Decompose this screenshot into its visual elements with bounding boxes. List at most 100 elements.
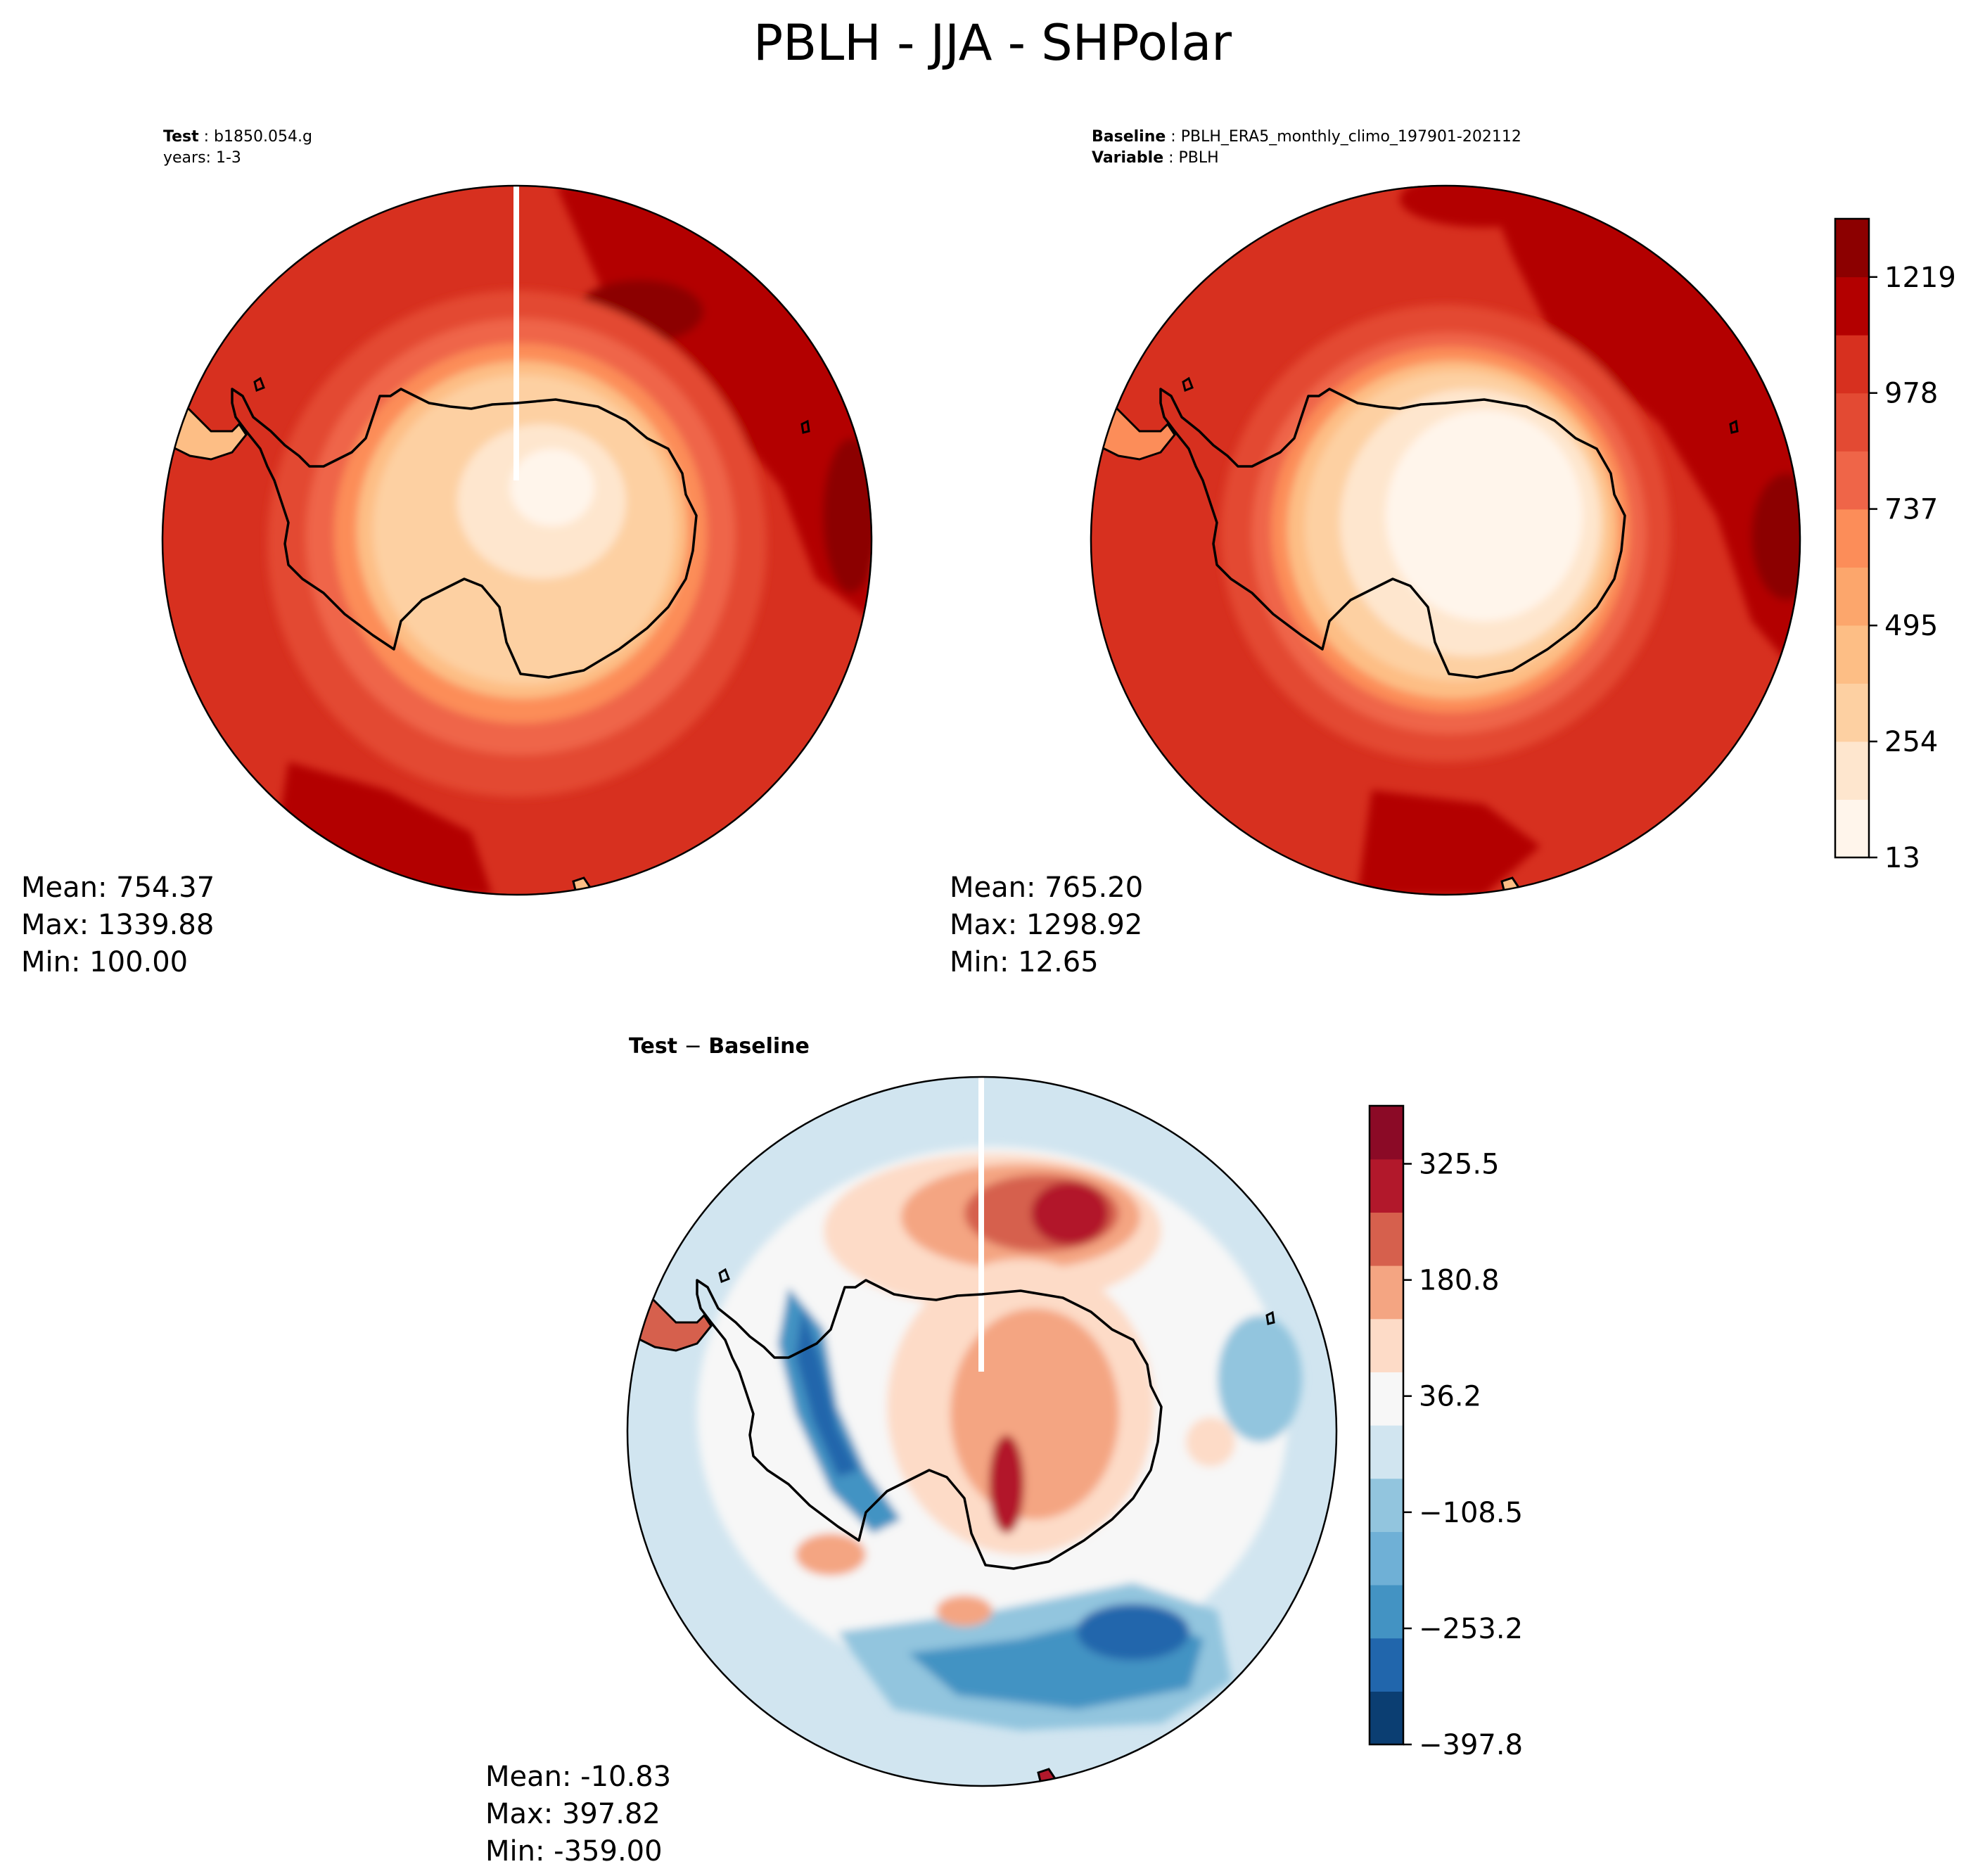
diff-warm-spot-se [1186, 1417, 1235, 1467]
test-island-2 [800, 419, 810, 434]
test-antarctica-coast [231, 388, 698, 679]
baseline-colorbar: 13 254 495 737 978 1219 [1834, 217, 1956, 874]
diff-seam-line [978, 1076, 984, 1372]
baseline-colorbar-swatch-5 [1835, 509, 1869, 568]
diff-warm-spot-south [936, 1595, 992, 1626]
diff-colorbar-tick-label-2: −108.5 [1419, 1497, 1523, 1529]
test-years: years: 1-3 [163, 149, 241, 167]
diff-colorbar-tick-label-5: 325.5 [1419, 1149, 1500, 1181]
baseline-colorbar-swatch-10 [1835, 219, 1869, 278]
diff-stats: Mean: -10.83 Max: 397.82 Min: -359.00 [485, 1759, 671, 1870]
baseline-hotspot-right [1751, 473, 1801, 600]
test-label-key: Test [163, 128, 199, 146]
diff-colorbar-tick-label-0: −397.8 [1419, 1729, 1523, 1761]
test-map [161, 184, 873, 896]
diff-cool-east [1218, 1315, 1302, 1442]
baseline-stat-max: Max: 1298.92 [950, 909, 1143, 941]
baseline-stat-mean: Mean: 765.20 [950, 872, 1144, 904]
test-map-border [161, 184, 873, 896]
baseline-colorbar-swatch-7 [1835, 393, 1869, 452]
baseline-stat-min: Min: 12.65 [950, 946, 1099, 978]
diff-stat-mean: Mean: -10.83 [485, 1761, 672, 1793]
baseline-colorbar-swatch-3 [1835, 625, 1869, 684]
baseline-antarctica-coast [1159, 388, 1626, 679]
diff-map-border [626, 1076, 1338, 1787]
baseline-colorbar-tick-label-1: 254 [1884, 726, 1938, 758]
baseline-variable-sep: : [1163, 149, 1179, 167]
diff-colorbar-tick-label-4: 180.8 [1419, 1265, 1500, 1297]
diff-island-2 [1265, 1310, 1275, 1325]
diff-colorbar-swatch-9 [1370, 1212, 1403, 1266]
test-island-1 [253, 376, 265, 393]
diff-title-baseline: Baseline [708, 1034, 810, 1059]
diff-colorbar-swatch-0 [1370, 1691, 1403, 1745]
baseline-island-1 [1182, 376, 1194, 393]
diff-colorbar-swatch-8 [1370, 1265, 1403, 1320]
baseline-colorbar-swatch-8 [1835, 335, 1869, 394]
diff-colorbar: −397.8 −253.2 −108.5 36.2 180.8 325.5 [1368, 1104, 1523, 1761]
baseline-hotspot-top [1400, 185, 1569, 227]
test-stats: Mean: 754.37 Max: 1339.88 Min: 100.00 [21, 869, 215, 981]
baseline-variable-key: Variable [1092, 149, 1164, 167]
baseline-label: Baseline : PBLH_ERA5_monthly_climo_19790… [1092, 127, 1521, 148]
baseline-colorbar-tick-label-3: 737 [1884, 494, 1938, 526]
baseline-ring-8 [1386, 410, 1583, 621]
diff-colorbar-swatch-4 [1370, 1478, 1403, 1532]
test-label: Test : b1850.054.g [163, 127, 312, 148]
baseline-colorbar-tick-label-4: 978 [1884, 378, 1938, 410]
diff-cool-core-south [1077, 1604, 1189, 1660]
test-label-value: b1850.054.g [214, 128, 312, 146]
baseline-label-value: PBLH_ERA5_monthly_climo_197901-202112 [1180, 128, 1521, 146]
baseline-island-2 [1729, 419, 1739, 434]
test-stat-max: Max: 1339.88 [21, 909, 215, 941]
baseline-colorbar-swatch-9 [1835, 276, 1869, 336]
diff-colorbar-swatch-6 [1370, 1372, 1403, 1426]
baseline-colorbar-swatch-4 [1835, 567, 1869, 626]
diff-island-1 [718, 1268, 730, 1284]
baseline-colorbar-tick-label-5: 1219 [1884, 262, 1956, 294]
baseline-variable: Variable : PBLH [1092, 148, 1219, 169]
diff-antarctica-coast [696, 1279, 1163, 1570]
diff-colorbar-swatch-3 [1370, 1531, 1403, 1585]
diff-cool-band-west-2 [796, 1308, 859, 1477]
diff-title: Test − Baseline [629, 1034, 810, 1059]
test-seam-line [513, 185, 519, 480]
diff-colorbar-swatch-1 [1370, 1638, 1403, 1692]
baseline-map [1090, 184, 1801, 896]
diff-title-test: Test [629, 1034, 678, 1059]
baseline-colorbar-frame [1834, 217, 1870, 859]
diff-colorbar-tick-label-3: 36.2 [1419, 1381, 1481, 1413]
diff-colorbar-swatch-11 [1370, 1106, 1403, 1160]
baseline-variable-value: PBLH [1178, 149, 1219, 167]
baseline-stats: Mean: 765.20 Max: 1298.92 Min: 12.65 [950, 869, 1143, 981]
baseline-colorbar-swatch-6 [1835, 451, 1869, 510]
baseline-colorbar-tick-label-2: 495 [1884, 610, 1938, 642]
diff-stat-min: Min: -359.00 [485, 1835, 663, 1868]
test-stat-mean: Mean: 754.37 [21, 872, 215, 904]
figure-title: PBLH - JJA - SHPolar [753, 14, 1232, 72]
baseline-colorbar-swatch-1 [1835, 741, 1869, 800]
diff-antarctica-warm-2 [950, 1308, 1119, 1519]
baseline-colorbar-swatch-2 [1835, 683, 1869, 742]
diff-colorbar-swatch-5 [1370, 1425, 1403, 1479]
diff-warm-spot-sw [796, 1533, 866, 1576]
baseline-colorbar-tick-label-0: 13 [1884, 842, 1920, 874]
diff-colorbar-swatch-2 [1370, 1585, 1403, 1639]
baseline-map-border [1090, 184, 1801, 896]
baseline-label-sep: : [1166, 128, 1181, 146]
test-label-sep: : [198, 128, 215, 146]
diff-antarctica-hot [989, 1435, 1024, 1533]
diff-colorbar-swatch-7 [1370, 1318, 1403, 1372]
baseline-colorbar-swatch-0 [1835, 799, 1869, 858]
diff-title-sep: − [677, 1034, 709, 1059]
baseline-band-dark-lower [1358, 790, 1540, 895]
baseline-label-key: Baseline [1092, 128, 1166, 146]
test-stat-min: Min: 100.00 [21, 946, 189, 978]
diff-colorbar-frame [1368, 1104, 1405, 1746]
diff-colorbar-swatch-10 [1370, 1159, 1403, 1213]
test-ring-8 [510, 449, 594, 526]
diff-map [626, 1076, 1338, 1787]
diff-warm-band-4 [1031, 1182, 1109, 1245]
diff-stat-max: Max: 397.82 [485, 1798, 660, 1830]
diff-colorbar-tick-label-1: −253.2 [1419, 1613, 1523, 1645]
